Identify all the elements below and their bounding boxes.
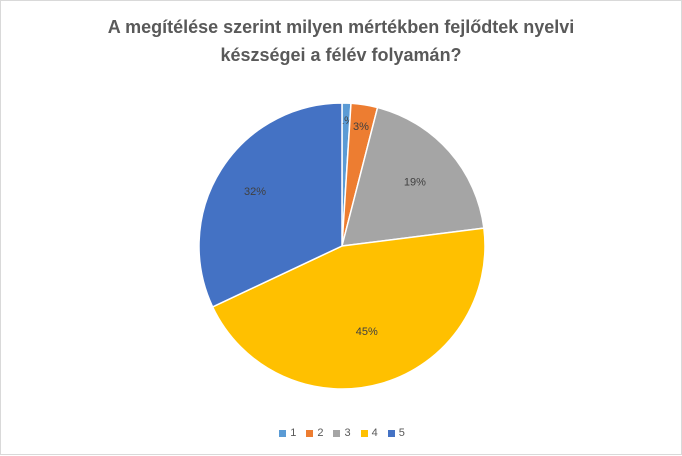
- data-label-4: 45%: [356, 326, 378, 338]
- data-label-5: 32%: [244, 186, 266, 198]
- legend-label-5: 5: [398, 427, 405, 439]
- legend-item-5: 5: [387, 427, 405, 439]
- legend-label-2: 2: [317, 427, 324, 439]
- pie-slice-5: [198, 102, 343, 308]
- data-label-3: 19%: [404, 177, 426, 189]
- legend-item-1: 1: [279, 427, 296, 439]
- legend-swatch-2: [306, 429, 314, 437]
- pie-slice-3: [340, 106, 485, 247]
- legend-swatch-4: [360, 429, 368, 437]
- chart-title: A megítélése szerint milyen mértékben fe…: [41, 13, 641, 69]
- legend-item-4: 4: [360, 427, 378, 439]
- legend-item-2: 2: [306, 427, 323, 439]
- legend-swatch-1: [279, 429, 287, 437]
- legend-label-4: 4: [371, 427, 378, 439]
- legend-item-3: 3: [333, 427, 351, 439]
- chart-legend: 1 2 3 4 5: [1, 427, 682, 439]
- legend-label-3: 3: [344, 427, 351, 439]
- legend-swatch-5: [387, 429, 395, 437]
- legend-swatch-3: [333, 429, 341, 437]
- data-label-2: 3%: [353, 121, 369, 133]
- legend-label-1: 1: [290, 427, 297, 439]
- chart-title-line-2: készségei a félév folyamán?: [220, 45, 462, 65]
- pie-slice-4: [211, 227, 486, 390]
- chart-title-line-1: A megítélése szerint milyen mértékben fe…: [107, 17, 575, 37]
